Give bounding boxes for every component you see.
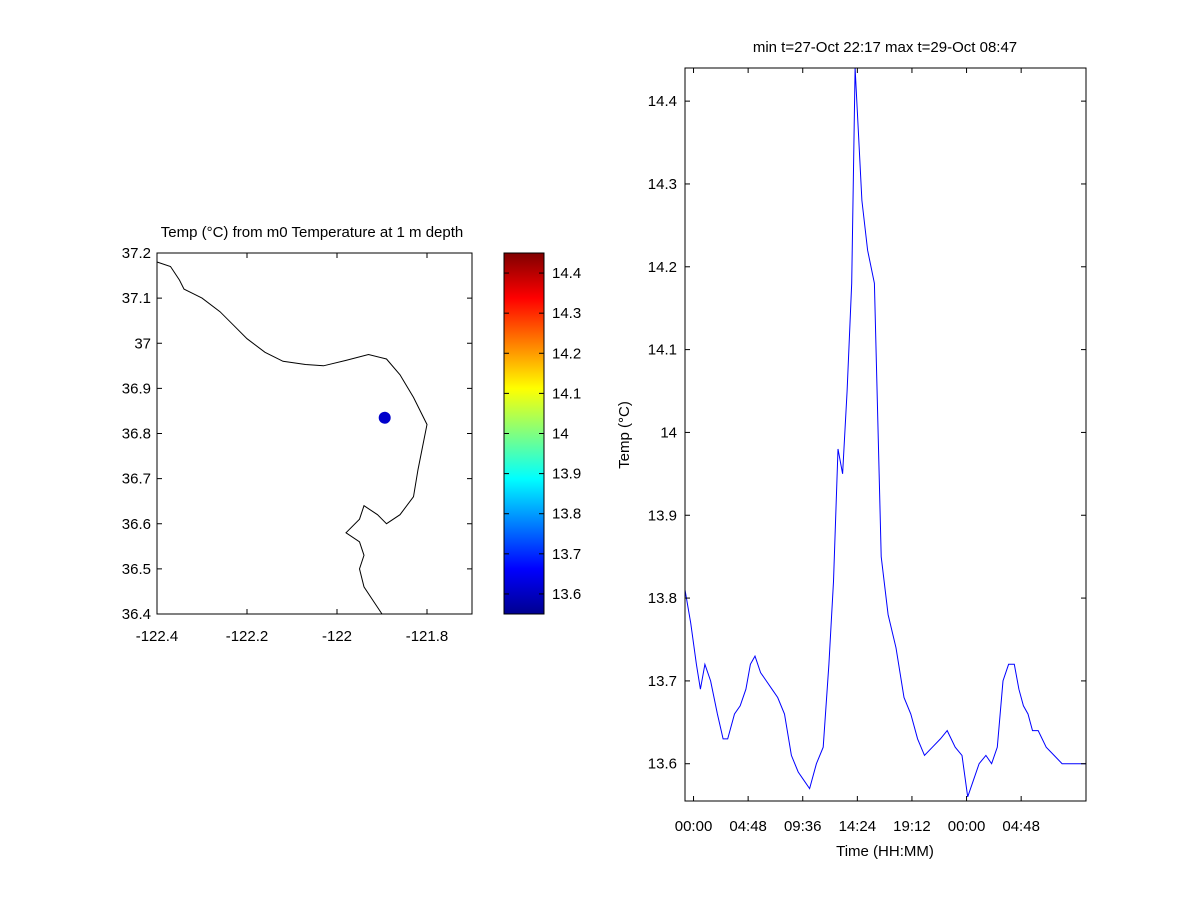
map-x-tick-label: -122.2 <box>226 628 269 645</box>
timeseries-plot-area <box>684 67 1086 798</box>
map-plot-area <box>156 261 428 615</box>
map-y-tick-label: 37.2 <box>122 245 151 262</box>
timeseries-axes-frame <box>684 67 1087 802</box>
map-title: Temp (°C) from m0 Temperature at 1 m dep… <box>161 224 464 241</box>
timeseries-y-tick-label: 13.9 <box>648 507 677 524</box>
timeseries-x-tick-label: 00:00 <box>948 818 986 835</box>
colorbar-tick-label: 14.1 <box>552 385 581 402</box>
timeseries-x-tick-label: 00:00 <box>675 818 713 835</box>
timeseries-x-tick-label: 14:24 <box>839 818 877 835</box>
map-x-axis: -122.4 -122.2 -122 -121.8 <box>136 253 449 645</box>
map-y-tick-label: 36.4 <box>122 606 151 623</box>
colorbar-gradient <box>503 252 545 615</box>
timeseries-y-tick-label: 13.8 <box>648 590 677 607</box>
colorbar-tick-label: 14.3 <box>552 305 581 322</box>
timeseries-y-tick-label: 14.1 <box>648 342 677 359</box>
map-panel: Temp (°C) from m0 Temperature at 1 m dep… <box>122 224 473 645</box>
timeseries-y-tick-label: 13.7 <box>648 673 677 690</box>
timeseries-x-tick-label: 04:48 <box>1002 818 1040 835</box>
map-x-tick-label: -122.4 <box>136 628 179 645</box>
map-y-tick-label: 37.1 <box>122 290 151 307</box>
colorbar-ticks: 13.6 13.7 13.8 13.9 14 14.1 14.2 14.3 14.4 <box>504 265 581 603</box>
colorbar-tick-label: 13.9 <box>552 466 581 483</box>
timeseries-y-tick-label: 14.2 <box>648 259 677 276</box>
timeseries-title: min t=27-Oct 22:17 max t=29-Oct 08:47 <box>753 39 1017 56</box>
timeseries-y-axis: 13.6 13.7 13.8 13.9 14 14.1 14.2 14.3 14.4 <box>648 93 1086 773</box>
timeseries-panel: min t=27-Oct 22:17 max t=29-Oct 08:47 00… <box>616 39 1087 860</box>
colorbar-tick-label: 14 <box>552 426 569 443</box>
coastline <box>156 261 428 615</box>
timeseries-x-tick-label: 09:36 <box>784 818 822 835</box>
timeseries-y-tick-label: 14.3 <box>648 176 677 193</box>
timeseries-x-label: Time (HH:MM) <box>836 843 934 860</box>
map-y-tick-label: 36.7 <box>122 471 151 488</box>
colorbar-tick-label: 13.8 <box>552 506 581 523</box>
colorbar-tick-label: 14.4 <box>552 265 581 282</box>
timeseries-y-label: Temp (°C) <box>616 401 633 469</box>
map-y-tick-label: 37 <box>134 335 151 352</box>
temperature-series-line-0 <box>684 67 1086 798</box>
timeseries-x-tick-label: 19:12 <box>893 818 931 835</box>
map-y-tick-label: 36.9 <box>122 380 151 397</box>
timeseries-y-tick-label: 14.4 <box>648 93 677 110</box>
colorbar-tick-label: 14.2 <box>552 345 581 362</box>
timeseries-x-axis: 00:00 04:48 09:36 14:24 19:12 00:00 04:48 <box>675 68 1040 835</box>
timeseries-y-tick-label: 14 <box>660 424 677 441</box>
colorbar-tick-label: 13.7 <box>552 546 581 563</box>
map-x-tick-label: -121.8 <box>406 628 449 645</box>
map-y-tick-label: 36.5 <box>122 561 151 578</box>
mooring-point-0 <box>378 411 391 424</box>
map-y-axis: 36.4 36.5 36.6 36.7 36.8 36.9 37 37.1 37.2 <box>122 245 472 623</box>
map-y-tick-label: 36.6 <box>122 516 151 533</box>
map-y-tick-label: 36.8 <box>122 426 151 443</box>
timeseries-x-tick-label: 04:48 <box>729 818 767 835</box>
colorbar-tick-label: 13.6 <box>552 586 581 603</box>
timeseries-y-tick-label: 13.6 <box>648 756 677 773</box>
map-x-tick-label: -122 <box>322 628 352 645</box>
colorbar: 13.6 13.7 13.8 13.9 14 14.1 14.2 14.3 14.4 <box>503 252 581 615</box>
